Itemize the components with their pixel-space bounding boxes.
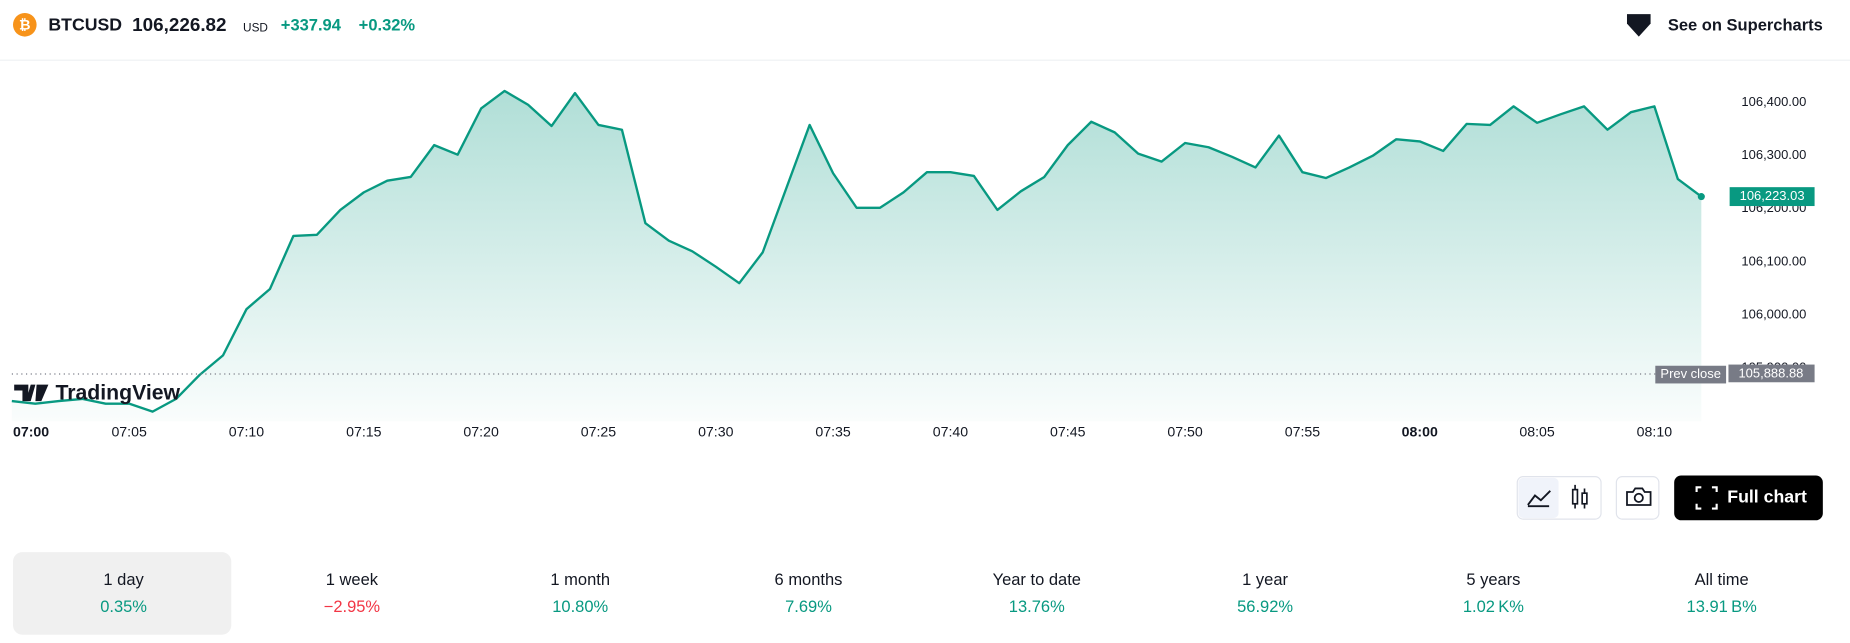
supercharts-link[interactable]: See on Supercharts (1626, 14, 1823, 37)
area-icon (1527, 490, 1551, 508)
period-tab[interactable]: All time 13.91 B% (1611, 552, 1829, 635)
period-label[interactable]: 1 year (1242, 571, 1288, 589)
period-tab[interactable]: 1 week −2.95% (241, 552, 459, 635)
period-tab[interactable]: 1 month 10.80% (470, 552, 688, 635)
candle-icon (1571, 488, 1579, 505)
x-tick-label: 07:35 (815, 424, 851, 440)
period-value[interactable]: 1.02 K% (1463, 598, 1524, 616)
change-percent: +0.32% (359, 16, 416, 34)
period-tab[interactable]: 6 months 7.69% (698, 552, 916, 635)
period-value[interactable]: 7.69% (785, 598, 832, 616)
x-tick-label: 07:15 (346, 424, 382, 440)
currency: USD (243, 21, 268, 34)
toolbar: Full chart (1516, 475, 1823, 521)
x-tick-label: 07:50 (1167, 424, 1203, 440)
period-value[interactable]: −2.95% (324, 598, 381, 616)
x-tick-label: 07:20 (463, 424, 499, 440)
y-tick-label: 106,400.00 (1741, 94, 1806, 109)
y-tick-label: 106,300.00 (1741, 147, 1806, 162)
prev-close-tag (1655, 365, 1727, 384)
area-fill (11, 90, 1702, 422)
prev-close-value: 105,888.88 (1738, 365, 1803, 380)
header: ₿ BTCUSD 106,226.82 USD +337.94 +0.32% S… (13, 12, 1823, 37)
x-tick-label: 07:45 (1050, 424, 1086, 440)
period-tab[interactable]: 1 day 0.35% (13, 552, 232, 635)
period-tab-bg[interactable] (13, 552, 232, 635)
coin-icon (13, 12, 37, 37)
period-tab-bg[interactable] (1611, 552, 1829, 635)
period-label[interactable]: 1 week (326, 571, 379, 589)
supercharts-icon (1626, 14, 1651, 37)
x-tick-label: 08:00 (1402, 424, 1438, 440)
period-value[interactable]: 10.80% (552, 598, 608, 616)
x-tick-label: 07:40 (933, 424, 969, 440)
period-value[interactable]: 56.92% (1237, 598, 1293, 616)
period-tab-bg[interactable] (241, 552, 459, 635)
period-value[interactable]: 0.35% (100, 598, 147, 616)
period-tab-bg[interactable] (698, 552, 916, 635)
chart-type-group (1516, 476, 1602, 520)
last-point (1697, 193, 1705, 201)
full-chart-text[interactable]: Full chart (1727, 487, 1807, 507)
x-tick-label: 07:00 (13, 424, 49, 440)
period-label[interactable]: Year to date (993, 571, 1081, 589)
candle-button[interactable] (1571, 484, 1588, 509)
price-tag-label: 106,223.03 (1740, 188, 1805, 203)
period-label[interactable]: 6 months (775, 571, 843, 589)
period-tab[interactable]: Year to date 13.76% (926, 552, 1144, 635)
period-tab-bg[interactable] (1154, 552, 1372, 635)
period-label[interactable]: 1 month (550, 571, 610, 589)
period-label[interactable]: All time (1695, 571, 1749, 589)
price: 106,226.82 (132, 14, 226, 35)
snapshot-button[interactable] (1615, 476, 1660, 520)
x-tick-label: 07:30 (698, 424, 734, 440)
period-label[interactable]: 1 day (103, 571, 144, 589)
period-tab[interactable]: 1 year 56.92% (1154, 552, 1372, 635)
x-tick-label: 07:10 (229, 424, 265, 440)
candle-wicks (1574, 484, 1586, 509)
x-tick-label: 08:10 (1637, 424, 1673, 440)
fullscreen-icon (1695, 486, 1718, 510)
period-tab[interactable]: 5 years 1.02 K% (1383, 552, 1601, 635)
candle-icon (1581, 492, 1588, 505)
supercharts-text[interactable]: See on Supercharts (1668, 16, 1823, 34)
period-value[interactable]: 13.76% (1009, 598, 1065, 616)
y-tick-label: 106,100.00 (1741, 253, 1806, 268)
x-tick-label: 07:05 (111, 424, 147, 440)
logo-icon (14, 384, 49, 402)
camera-lens (1633, 492, 1644, 503)
plot: 105,900.00106,000.00106,100.00106,200.00… (11, 89, 1815, 440)
x-tick-label: 07:25 (581, 424, 617, 440)
full-chart-button[interactable] (1674, 475, 1823, 521)
logo-text: TradingView (55, 382, 180, 405)
period-tab-bg[interactable] (470, 552, 688, 635)
period-label[interactable]: 5 years (1466, 571, 1520, 589)
price-tag (1729, 187, 1815, 207)
camera-icon (1626, 487, 1652, 506)
change: +337.94 (281, 16, 342, 34)
x-tick-label: 08:05 (1519, 424, 1555, 440)
prev-close-name: Prev close (1660, 366, 1721, 381)
period-tab-bg[interactable] (1383, 552, 1601, 635)
coin-glyph: ₿ (19, 17, 31, 33)
period-tabs: 1 day 0.35% 1 week −2.95% 1 month 10.80% 6 mon… (13, 552, 1829, 635)
period-tab-bg[interactable] (926, 552, 1144, 635)
prev-close-value-tag (1728, 364, 1815, 383)
price-line (11, 89, 1703, 413)
symbol: BTCUSD (48, 15, 122, 35)
y-tick-label: 106,000.00 (1741, 306, 1806, 321)
period-value[interactable]: 13.91 B% (1687, 598, 1758, 616)
x-tick-label: 07:55 (1285, 424, 1321, 440)
logo: TradingView (14, 382, 181, 405)
